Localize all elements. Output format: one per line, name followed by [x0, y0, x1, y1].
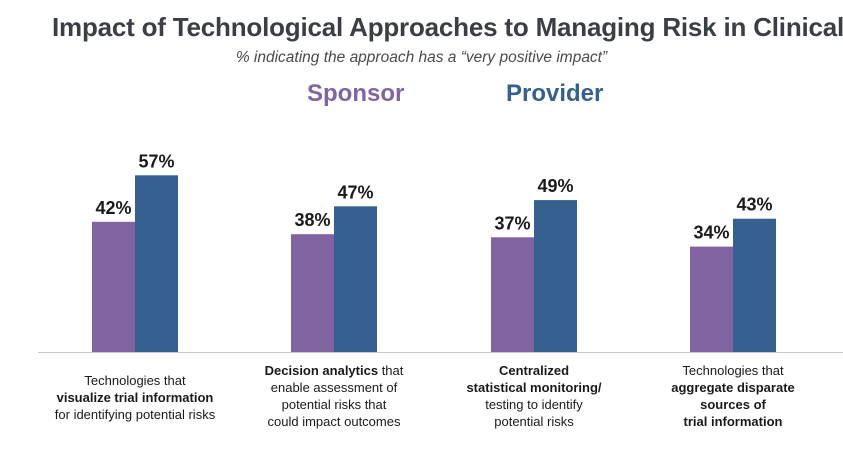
data-label-provider-1: 57%: [138, 151, 174, 171]
data-label-sponsor-3: 37%: [494, 213, 530, 233]
chart-title: Impact of Technological Approaches to Ma…: [52, 12, 843, 42]
category-label-1: Technologies that visualize trial informa…: [54, 373, 216, 422]
bar-provider-1: [135, 175, 178, 352]
data-label-sponsor-4: 34%: [693, 223, 729, 243]
bar-sponsor-2: [291, 234, 334, 352]
category-label-4: Technologies that aggregate disparate sour…: [671, 363, 795, 429]
legend-provider: Provider: [506, 80, 604, 107]
bar-provider-4: [733, 218, 776, 352]
category-label-2: Decision analytics that enable assessment…: [264, 363, 404, 429]
data-label-sponsor-2: 38%: [294, 210, 330, 230]
chart-subtitle: % indicating the approach has a “very po…: [235, 49, 608, 66]
category-label-3: Centralized statistical monitoring/testin…: [466, 363, 602, 429]
legend-sponsor: Sponsor: [307, 80, 405, 107]
data-label-provider-3: 49%: [537, 176, 573, 196]
data-label-provider-4: 43%: [736, 195, 772, 215]
bar-sponsor-4: [690, 246, 733, 352]
bar-provider-3: [534, 200, 577, 352]
data-label-sponsor-1: 42%: [95, 198, 131, 218]
bar-sponsor-3: [491, 237, 534, 352]
bar-provider-2: [334, 206, 377, 352]
bar-sponsor-1: [92, 221, 135, 352]
data-label-provider-2: 47%: [337, 182, 373, 202]
